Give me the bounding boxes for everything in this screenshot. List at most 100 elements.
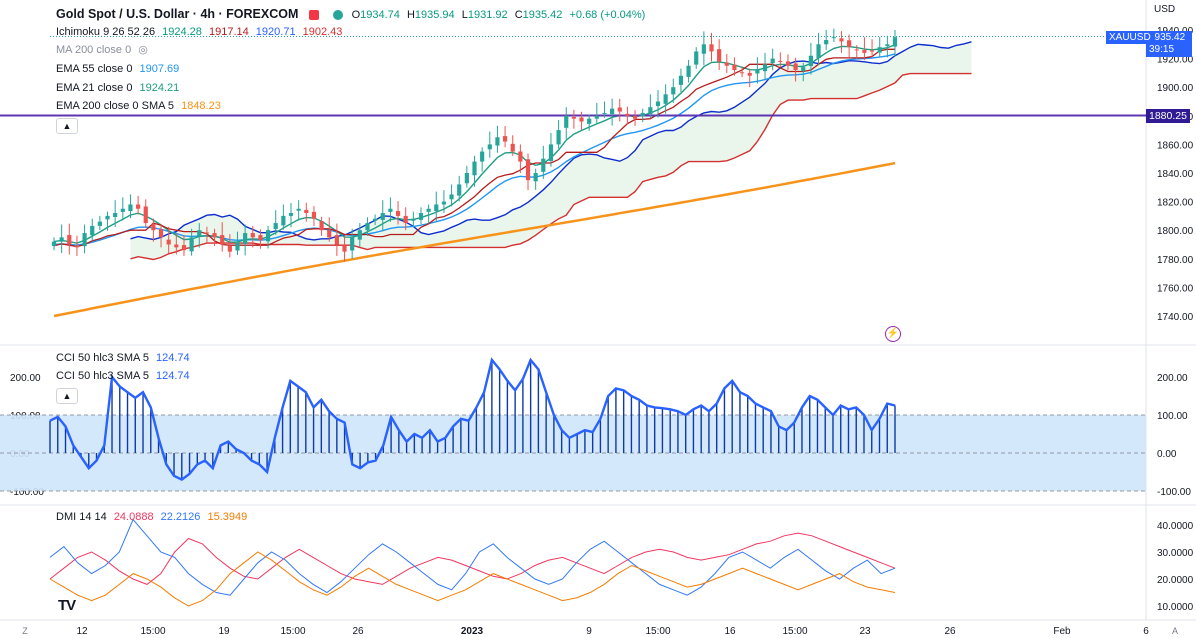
candle-body (120, 208, 125, 212)
cci-axis-label: 0.00 (1157, 449, 1177, 460)
candle-body (625, 113, 630, 116)
candle-body (869, 50, 875, 52)
ema200-value: 1848.23 (181, 100, 221, 112)
collapse-cci-legend-button[interactable]: ▲ (56, 388, 78, 404)
candle-body (824, 40, 829, 45)
ema200-legend[interactable]: EMA 200 close 0 SMA 5 1848.23 (56, 99, 225, 113)
hidden-eye-icon[interactable]: ◎ (138, 44, 148, 56)
price-axis-label: 1840.00 (1157, 169, 1194, 180)
candle-body (709, 44, 714, 52)
price-axis-label: 1820.00 (1157, 198, 1194, 209)
zoom-icon: Z (22, 626, 28, 636)
candle-body (480, 151, 485, 162)
countdown-value: 39:15 (1149, 44, 1175, 55)
candle-body (373, 218, 378, 221)
auto-scale-icon: A (1172, 626, 1178, 636)
ma200-legend[interactable]: MA 200 close 0 ◎ (56, 43, 152, 57)
cci1-legend[interactable]: CCI 50 hlc3 SMA 5 124.74 (56, 351, 194, 365)
price-axis-label: 1760.00 (1157, 283, 1194, 294)
symbol-tag: XAUUSD (1106, 31, 1154, 44)
candle-body (610, 108, 615, 115)
candle-body (579, 117, 584, 122)
candle-body (304, 209, 309, 214)
candle-body (227, 245, 232, 252)
dmi-label: DMI 14 14 (56, 511, 107, 523)
candle-body (594, 115, 599, 119)
ichimoku-v4: 1902.43 (302, 26, 343, 38)
dmi-adx-line (49, 532, 896, 585)
candle-body (678, 75, 684, 85)
ichimoku-cloud (130, 41, 972, 260)
candle-body (143, 206, 148, 224)
time-axis-label: 23 (859, 626, 871, 637)
cci-axis-label: 200.00 (1157, 373, 1188, 384)
candle-body (831, 37, 836, 39)
candle-body (571, 116, 576, 119)
cci2-label: CCI 50 hlc3 SMA 5 (56, 370, 149, 382)
candle-body (663, 94, 668, 104)
candle-body (847, 40, 852, 48)
ichimoku-base-line (53, 48, 895, 248)
candle-body (487, 144, 492, 150)
candle-body (525, 159, 531, 181)
candle-body (686, 65, 691, 77)
candle-body (380, 213, 385, 220)
alert-icon[interactable] (309, 10, 320, 21)
candle-body (877, 47, 882, 53)
main-legend: Gold Spot / U.S. Dollar · 4h · FOREXCOM … (56, 7, 649, 22)
candle-body (220, 235, 225, 245)
ema200-label: EMA 200 close 0 SMA 5 (56, 100, 175, 112)
dmi-minus-di-line (49, 551, 896, 607)
candle-body (640, 112, 645, 117)
cci-axis-label: 100.00 (1157, 411, 1188, 422)
ema55-legend[interactable]: EMA 55 close 0 1907.69 (56, 62, 183, 76)
candle-body (747, 72, 752, 76)
time-axis-label: 15:00 (140, 626, 165, 637)
candle-body (67, 235, 72, 245)
candle-body (655, 101, 661, 107)
h-value: 1935.94 (414, 9, 455, 21)
candle-body (502, 136, 508, 142)
candle-body (319, 221, 324, 231)
o-label: O (351, 9, 361, 21)
candle-body (350, 237, 355, 251)
time-axis-label: 12 (76, 626, 88, 637)
candle-body (862, 50, 867, 53)
market-status-icon (332, 10, 343, 21)
ema21-legend[interactable]: EMA 21 close 0 1924.21 (56, 81, 183, 95)
c-label: C (514, 9, 523, 21)
time-axis-label: Feb (1053, 626, 1071, 637)
price-axis-label: 1800.00 (1157, 226, 1194, 237)
time-axis-label: 15:00 (645, 626, 670, 637)
candle-body (785, 61, 791, 66)
lightning-icon[interactable]: ⚡ (885, 326, 901, 342)
candle-body (51, 241, 57, 246)
collapse-legend-button[interactable]: ▲ (56, 118, 78, 134)
change-value: +0.68 (+0.04%) (569, 9, 646, 21)
price-axis-label: 1920.00 (1157, 55, 1194, 66)
candle-body (90, 225, 95, 236)
candle-body (97, 221, 102, 226)
currency-label: USD (1154, 4, 1176, 15)
time-axis-label: 9 (586, 626, 592, 637)
cci2-legend[interactable]: CCI 50 hlc3 SMA 5 124.74 (56, 369, 194, 383)
ema55-value: 1907.69 (139, 63, 180, 75)
ichimoku-legend[interactable]: Ichimoku 9 26 52 26 1924.28 1917.14 1920… (56, 25, 346, 39)
candle-body (411, 218, 416, 221)
candle-body (334, 235, 339, 245)
candle-body (885, 44, 890, 47)
candle-body (694, 51, 699, 65)
ema200-line (53, 161, 896, 318)
candle-body (602, 112, 607, 114)
candle-body (235, 241, 240, 251)
l-value: 1931.92 (467, 9, 508, 21)
candle-body (464, 173, 469, 184)
dmi-legend[interactable]: DMI 14 14 24.0888 22.2126 15.3949 (56, 510, 251, 524)
candle-body (105, 215, 110, 220)
candle-body (204, 232, 210, 234)
time-axis-label: 26 (944, 626, 956, 637)
candle-body (342, 245, 347, 252)
candle-body (281, 215, 286, 226)
tradingview-logo[interactable]: TV (58, 597, 76, 614)
